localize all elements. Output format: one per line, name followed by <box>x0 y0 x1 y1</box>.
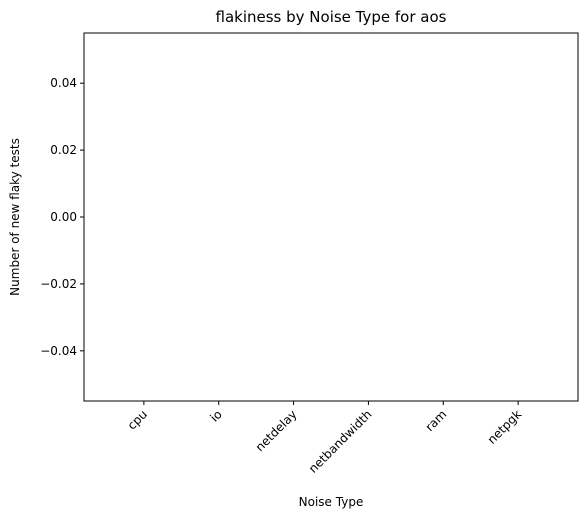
y-tick-label: −0.04 <box>40 344 77 358</box>
y-axis-label: Number of new flaky tests <box>8 138 22 296</box>
chart-title: flakiness by Noise Type for aos <box>216 8 447 26</box>
x-axis: cpu io netdelay netbandwidth ram netpgk <box>125 401 525 476</box>
x-tick-label: netbandwidth <box>306 407 375 476</box>
y-tick-label: 0.00 <box>50 210 77 224</box>
y-tick-label: −0.02 <box>40 277 77 291</box>
x-axis-label: Noise Type <box>299 495 364 509</box>
x-tick-label: io <box>207 407 224 424</box>
x-tick-label: cpu <box>125 407 150 432</box>
x-tick-label: ram <box>423 407 450 434</box>
y-tick-label: 0.02 <box>50 143 77 157</box>
y-axis: 0.04 0.02 0.00 −0.02 −0.04 <box>40 76 84 358</box>
x-tick-label: netpgk <box>485 407 525 447</box>
plot-area <box>83 32 579 402</box>
y-tick-label: 0.04 <box>50 76 77 90</box>
x-tick-label: netdelay <box>253 407 300 454</box>
